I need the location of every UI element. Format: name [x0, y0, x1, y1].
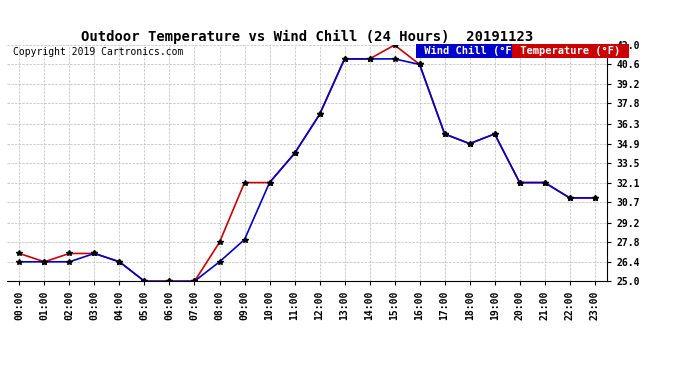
- Title: Outdoor Temperature vs Wind Chill (24 Hours)  20191123: Outdoor Temperature vs Wind Chill (24 Ho…: [81, 30, 533, 44]
- Text: Temperature (°F): Temperature (°F): [514, 46, 627, 56]
- Text: Wind Chill (°F): Wind Chill (°F): [418, 46, 524, 56]
- Text: Copyright 2019 Cartronics.com: Copyright 2019 Cartronics.com: [13, 47, 184, 57]
